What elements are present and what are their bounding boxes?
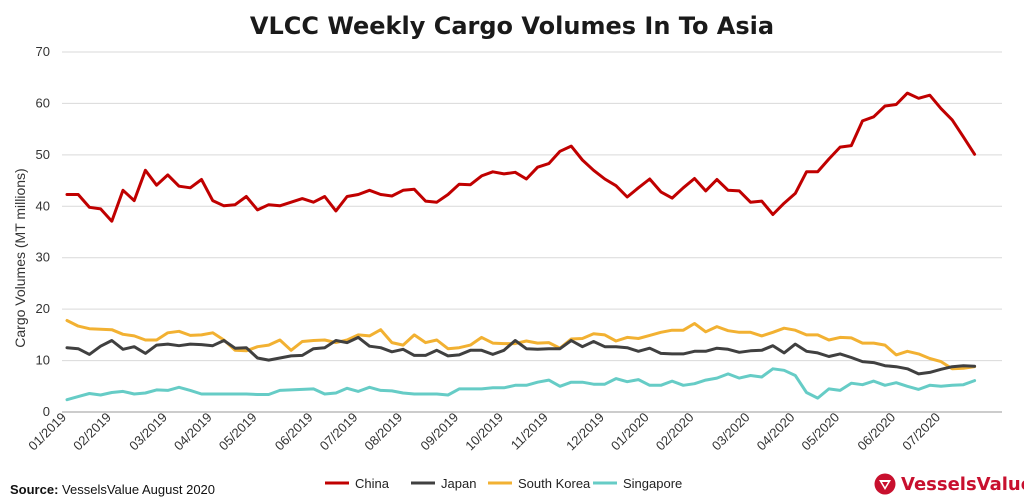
x-axis-ticks: 01/2019 02/2019 03/2019 04/2019 05/2019 06/20… (25, 410, 943, 454)
x-tick-label: 05/2019 (216, 410, 260, 454)
x-tick-label: 02/2019 (70, 410, 114, 454)
legend-label-china: China (355, 476, 390, 491)
series-lines (65, 91, 977, 402)
y-tick-label: 20 (36, 301, 50, 316)
legend: China Japan South Korea Singapore (325, 476, 682, 491)
series-line-singapore (65, 367, 977, 402)
x-tick-label: 12/2019 (563, 410, 607, 454)
gridlines (62, 51, 1002, 362)
x-tick-label: 02/2020 (653, 410, 697, 454)
y-tick-label: 40 (36, 198, 50, 213)
series-line-south-korea (65, 319, 977, 371)
series-line-china (65, 91, 977, 223)
y-tick-label: 30 (36, 250, 50, 265)
logo-text: VesselsValue (901, 473, 1024, 495)
legend-label-singapore: Singapore (623, 476, 682, 491)
x-tick-label: 01/2020 (608, 410, 652, 454)
series-line-japan (65, 335, 977, 376)
x-tick-label: 10/2019 (462, 410, 506, 454)
source-text: VesselsValue August 2020 (62, 482, 216, 497)
y-axis-ticks: 0 10 20 30 40 50 60 70 (36, 44, 50, 419)
source-note: Source: VesselsValue August 2020 (10, 482, 215, 497)
x-tick-label: 03/2019 (126, 410, 170, 454)
x-tick-label: 04/2019 (171, 410, 215, 454)
x-tick-label: 03/2020 (709, 410, 753, 454)
x-tick-label: 06/2019 (272, 410, 316, 454)
x-tick-label: 06/2020 (854, 410, 898, 454)
x-tick-label: 07/2019 (317, 410, 361, 454)
logo-icon (874, 473, 896, 495)
y-tick-label: 50 (36, 147, 50, 162)
vesselsvalue-logo: VesselsValue (874, 470, 1024, 498)
y-tick-label: 60 (36, 95, 50, 110)
source-label: Source: (10, 482, 59, 497)
x-tick-label: 11/2019 (508, 410, 551, 453)
y-tick-label: 0 (43, 404, 50, 419)
chart-title: VLCC Weekly Cargo Volumes In To Asia (250, 12, 774, 40)
x-tick-label: 05/2020 (798, 410, 842, 454)
x-tick-label: 08/2019 (361, 410, 405, 454)
x-tick-label: 09/2019 (417, 410, 461, 454)
y-tick-label: 10 (36, 353, 50, 368)
y-tick-label: 70 (36, 44, 50, 59)
legend-label-japan: Japan (441, 476, 476, 491)
x-tick-label: 07/2020 (899, 410, 943, 454)
y-axis-label: Cargo Volumes (MT millions) (12, 168, 28, 347)
legend-label-south-korea: South Korea (518, 476, 591, 491)
x-tick-label: 04/2020 (754, 410, 798, 454)
